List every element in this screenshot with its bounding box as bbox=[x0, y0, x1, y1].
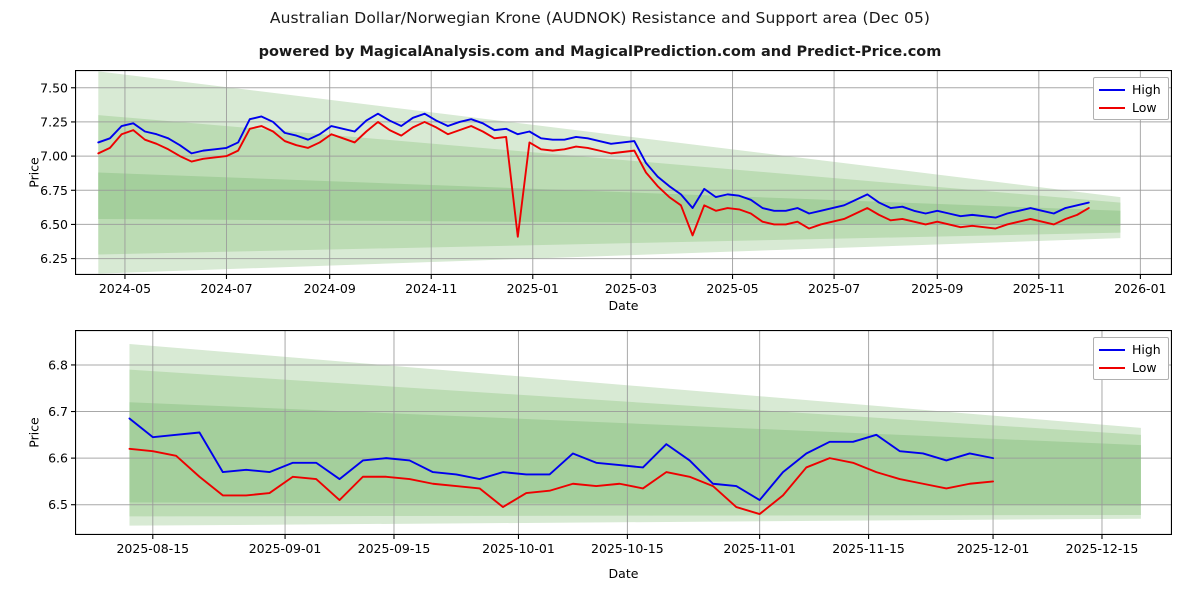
legend-label-high: High bbox=[1132, 82, 1161, 97]
svg-text:2025-11-01: 2025-11-01 bbox=[723, 541, 796, 556]
legend-label-low: Low bbox=[1132, 100, 1157, 115]
svg-text:2025-03: 2025-03 bbox=[605, 281, 657, 296]
y-axis-label-bottom: Price bbox=[26, 417, 42, 448]
short-term-chart-panel: MagicalAnalysis.comMagicalPrediction.com bbox=[75, 330, 1172, 535]
svg-text:2025-09-15: 2025-09-15 bbox=[358, 541, 431, 556]
legend-bottom: High Low bbox=[1093, 337, 1169, 380]
svg-text:2024-09: 2024-09 bbox=[304, 281, 356, 296]
legend-swatch-high bbox=[1099, 348, 1125, 351]
svg-text:6.75: 6.75 bbox=[40, 183, 68, 198]
legend-swatch-low bbox=[1099, 106, 1125, 109]
legend-top: High Low bbox=[1093, 77, 1169, 120]
svg-text:2025-09-01: 2025-09-01 bbox=[249, 541, 322, 556]
svg-text:2025-05: 2025-05 bbox=[706, 281, 758, 296]
svg-text:2025-10-15: 2025-10-15 bbox=[591, 541, 664, 556]
svg-text:6.7: 6.7 bbox=[48, 404, 68, 419]
long-term-chart-panel: MagicalAnalysis.comMagicalPrediction.com… bbox=[75, 70, 1172, 275]
legend-swatch-high bbox=[1099, 88, 1125, 91]
svg-text:2025-10-01: 2025-10-01 bbox=[482, 541, 555, 556]
svg-text:7.00: 7.00 bbox=[40, 149, 68, 164]
svg-text:2024-07: 2024-07 bbox=[200, 281, 252, 296]
svg-text:2025-09: 2025-09 bbox=[911, 281, 963, 296]
svg-text:2025-08-15: 2025-08-15 bbox=[116, 541, 189, 556]
legend-label-low: Low bbox=[1132, 360, 1157, 375]
legend-swatch-low bbox=[1099, 366, 1125, 369]
svg-text:2025-11: 2025-11 bbox=[1013, 281, 1065, 296]
x-axis-label-top: Date bbox=[608, 298, 639, 313]
svg-text:6.6: 6.6 bbox=[48, 451, 68, 466]
page-subtitle: powered by MagicalAnalysis.com and Magic… bbox=[258, 44, 942, 60]
legend-row-low: Low bbox=[1099, 100, 1161, 115]
svg-text:2025-12-15: 2025-12-15 bbox=[1066, 541, 1139, 556]
y-axis-label-top: Price bbox=[26, 157, 42, 188]
svg-text:6.5: 6.5 bbox=[48, 497, 68, 512]
legend-label-high: High bbox=[1132, 342, 1161, 357]
svg-text:6.25: 6.25 bbox=[40, 251, 68, 266]
svg-text:2026-01: 2026-01 bbox=[1114, 281, 1166, 296]
svg-text:6.8: 6.8 bbox=[48, 357, 68, 372]
svg-text:2025-11-15: 2025-11-15 bbox=[832, 541, 905, 556]
svg-text:7.50: 7.50 bbox=[40, 80, 68, 95]
legend-row-high: High bbox=[1099, 82, 1161, 97]
svg-text:6.50: 6.50 bbox=[40, 217, 68, 232]
legend-row-low: Low bbox=[1099, 360, 1161, 375]
legend-row-high: High bbox=[1099, 342, 1161, 357]
x-axis-label-bottom: Date bbox=[608, 566, 639, 581]
svg-text:2025-07: 2025-07 bbox=[808, 281, 860, 296]
svg-text:2024-11: 2024-11 bbox=[405, 281, 457, 296]
svg-text:2025-12-01: 2025-12-01 bbox=[957, 541, 1030, 556]
svg-text:2024-05: 2024-05 bbox=[99, 281, 151, 296]
svg-text:2025-01: 2025-01 bbox=[507, 281, 559, 296]
page-title: Australian Dollar/Norwegian Krone (AUDNO… bbox=[269, 9, 931, 27]
svg-text:7.25: 7.25 bbox=[40, 114, 68, 129]
svg-text:MagicalAnalysis.com: MagicalAnalysis.com bbox=[135, 270, 509, 275]
